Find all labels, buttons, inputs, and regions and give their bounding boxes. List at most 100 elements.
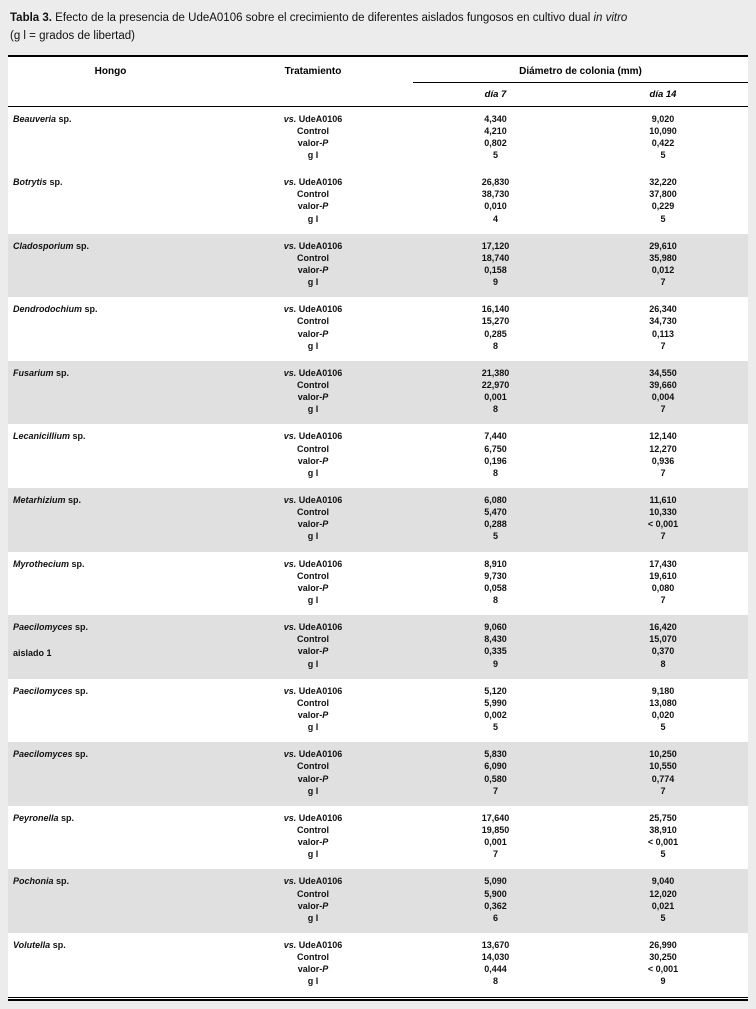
value: 16,140 [481,304,510,315]
value: 17,430 [649,558,677,569]
fungus-name-cell: Pochonia sp. [8,869,213,933]
value: 0,580 [484,773,507,784]
treatment-label: valor-P [297,519,329,530]
dia7-values: 5,090 5,900 0,362 6 [413,869,578,933]
treatment-label: vs. UdeA0106 [283,240,343,251]
dia14-values: 12,140 12,270 0,936 7 [578,424,748,488]
fungus-genus: Volutella [13,939,51,950]
value: 7 [660,340,666,351]
treatment-label: g l [307,467,319,478]
dia7-values: 17,120 18,740 0,158 9 [413,233,578,298]
value: 0,229 [651,201,675,212]
footer-rule-row [8,996,748,1001]
treatment-cell: vs. UdeA0106 Control valor-P g l [213,297,413,361]
dia14-values: 11,610 10,330 < 0,001 7 [578,488,748,552]
value: 5,090 [484,876,507,887]
value: 17,640 [481,812,510,823]
dia14-values: 29,610 35,980 0,012 7 [578,233,748,298]
fungus-name-cell: Myrothecium sp. [8,551,213,616]
treatment-label: g l [307,404,319,415]
treatment-label: Control [297,125,329,136]
fungus-genus: Dendrodochium [13,304,82,315]
value: 0,004 [651,392,675,403]
value: 22,970 [481,380,510,391]
treatment-label: g l [307,277,319,288]
table-body: Beauveria sp. vs. UdeA0106 Control valor-P g… [8,106,748,997]
fungus-name-cell: Fusarium sp. [8,360,213,425]
value: 26,990 [649,939,677,950]
treatment-label: Control [297,824,329,835]
treatment-cell: vs. UdeA0106 Control valor-P g l [213,678,413,743]
fungus-isolate-note: aislado 1 [13,648,52,659]
treatment-cell: vs. UdeA0106 Control valor-P g l [213,233,413,298]
value: 6,090 [484,761,507,772]
value: 0,936 [651,455,675,466]
treatment-cell: vs. UdeA0106 Control valor-P g l [213,805,413,870]
value: 9 [492,277,498,288]
treatment-label: vs. UdeA0106 [283,939,343,950]
treatment-label: g l [307,340,319,351]
table-caption: Tabla 3. Efecto de la presencia de UdeA0… [10,10,748,46]
header-row-2: día 7 día 14 [8,82,748,107]
value: 38,730 [481,189,510,200]
treatment-label: Control [297,189,329,200]
fungus-name-cell: Lecanicillium sp. [8,424,213,488]
value: 4,340 [484,113,507,124]
dia14-values: 9,180 13,080 0,020 5 [578,678,748,743]
dia14-values: 26,990 30,250 < 0,001 9 [578,932,748,997]
fungus-name-cell: Peyronella sp. [8,805,213,870]
treatment-label: Control [297,316,329,327]
value: 6,080 [484,495,507,505]
row-paecilomyces: Paecilomyces sp. vs. UdeA0106 Control valor… [8,742,748,806]
value: 0,335 [484,646,507,657]
value: 0,113 [651,328,675,339]
dia7-values: 9,060 8,430 0,335 9 [413,615,578,679]
fungus-genus: Metarhizium [13,495,66,505]
value: 9,060 [484,622,507,633]
value: 0,362 [484,900,507,911]
value: 5 [492,722,498,733]
value: 5,830 [484,749,507,760]
dia14-values: 34,550 39,660 0,004 7 [578,360,748,425]
value: 5 [492,531,498,542]
dia7-values: 8,910 9,730 0,058 8 [413,551,578,616]
treatment-label: vs. UdeA0106 [283,304,343,315]
value: 0,020 [651,709,675,720]
value: 10,250 [649,749,677,760]
value: 19,850 [481,824,510,835]
treatment-label: vs. UdeA0106 [283,558,343,569]
treatment-label: vs. UdeA0106 [283,495,343,505]
value: 8 [660,658,666,669]
value: 10,090 [649,125,677,136]
value: 0,021 [651,900,675,911]
treatment-cell: vs. UdeA0106 Control valor-P g l [213,869,413,933]
value: 8 [492,976,498,987]
row-beauveria: Beauveria sp. vs. UdeA0106 Control valor-P g… [8,106,748,171]
value: 6 [492,912,498,923]
treatment-label: valor-P [297,773,329,784]
value: 5 [660,849,666,860]
header-hongo: Hongo [8,55,213,107]
dia14-values: 26,340 34,730 0,113 7 [578,297,748,361]
fungus-name-cell: Paecilomyces sp. [8,742,213,806]
dia14-values: 9,020 10,090 0,422 5 [578,106,748,171]
treatment-label: Control [297,888,329,899]
value: 9,020 [651,113,675,124]
treatment-label: Control [297,634,329,645]
treatment-label: Control [297,952,329,963]
treatment-label: Control [297,697,329,708]
value: 5,470 [484,507,507,518]
value: 0,196 [484,455,507,466]
treatment-label: Control [297,443,329,454]
treatment-label: vs. UdeA0106 [283,685,343,696]
value: 0,774 [651,773,675,784]
value: 5 [660,912,666,923]
value: 0,080 [651,582,675,593]
value: 13,080 [649,697,677,708]
value: 10,550 [649,761,677,772]
value: 12,270 [649,443,677,454]
fungus-name-cell: Paecilomyces sp. aislado 1 [8,615,213,679]
value: 7 [492,849,498,860]
value: 7 [660,404,666,415]
treatment-label: valor-P [297,137,329,148]
